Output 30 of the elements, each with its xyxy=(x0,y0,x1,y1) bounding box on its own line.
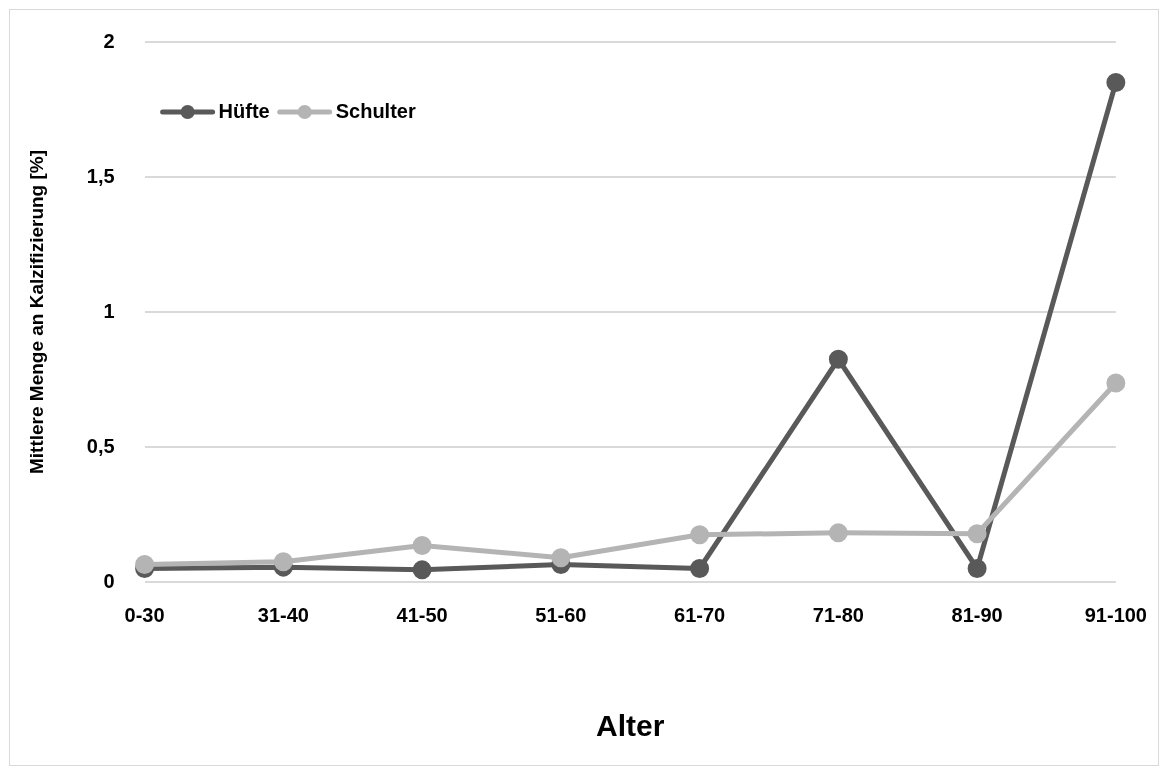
y-axis-title: Mittlere Menge an Kalzifizierung [%] xyxy=(25,149,47,475)
point xyxy=(1106,373,1126,393)
x-tick-label: 51-60 xyxy=(535,603,587,626)
point xyxy=(828,349,848,369)
legend-label: Hüfte xyxy=(218,99,270,122)
point xyxy=(690,525,710,545)
point xyxy=(135,554,155,574)
x-tick-label: 81-90 xyxy=(951,603,1003,626)
legend-label: Schulter xyxy=(335,99,416,122)
point xyxy=(828,523,848,543)
y-tick-label: 2 xyxy=(103,29,115,52)
y-tick-label: 1 xyxy=(103,299,115,322)
point xyxy=(690,559,710,578)
point xyxy=(967,559,987,578)
x-axis-title: Alter xyxy=(596,709,665,743)
x-tick-label: 61-70 xyxy=(674,603,726,626)
point xyxy=(551,548,571,568)
y-tick-label: 0,5 xyxy=(86,434,115,457)
point xyxy=(273,552,293,572)
x-tick-label: 0-30 xyxy=(124,603,165,626)
x-tick-label: 91-100 xyxy=(1084,603,1147,626)
x-tick-label: 41-50 xyxy=(396,603,448,626)
x-tick-label: 31-40 xyxy=(257,603,309,626)
y-tick-label: 0 xyxy=(103,569,115,592)
x-tick-label: 71-80 xyxy=(812,603,864,626)
point xyxy=(412,536,432,556)
point xyxy=(412,560,432,580)
point xyxy=(1106,73,1126,92)
y-tick-label: 1,5 xyxy=(86,164,115,187)
point xyxy=(967,524,987,544)
